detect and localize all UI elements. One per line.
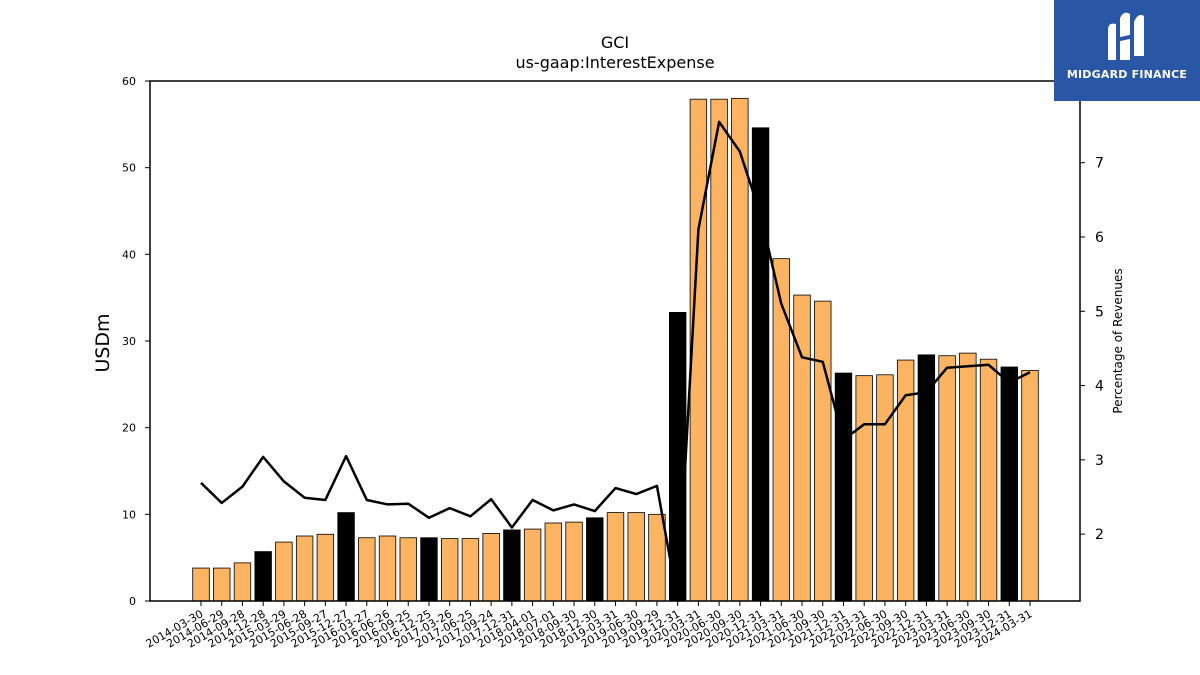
bar xyxy=(254,551,272,602)
y-tick-label: 60 xyxy=(122,75,136,88)
bar xyxy=(938,355,956,602)
bar xyxy=(503,529,521,602)
y2-tick-label: 3 xyxy=(1095,453,1104,469)
bar xyxy=(834,372,853,602)
bar xyxy=(358,537,376,602)
chart-title: GCI xyxy=(601,33,629,52)
bar xyxy=(959,352,977,602)
bar xyxy=(461,538,480,602)
bar xyxy=(213,567,231,602)
y-axis-label: USDm xyxy=(92,313,114,372)
bar xyxy=(441,538,459,602)
brand-logo: MIDGARD FINANCE xyxy=(1054,0,1200,101)
bar xyxy=(565,521,583,602)
y2-tick-label: 7 xyxy=(1095,156,1104,172)
bar xyxy=(648,513,666,602)
bar xyxy=(378,535,397,602)
bar xyxy=(316,533,335,602)
y2-tick-label: 5 xyxy=(1095,304,1104,320)
bar xyxy=(979,358,998,602)
y-tick-label: 20 xyxy=(122,422,136,435)
bar xyxy=(710,98,728,602)
bar xyxy=(668,311,687,602)
y-tick-label: 10 xyxy=(122,508,136,521)
logo-text: MIDGARD FINANCE xyxy=(1066,68,1188,81)
y2-tick-label: 4 xyxy=(1095,379,1104,395)
bar xyxy=(399,537,417,602)
bar xyxy=(192,567,210,602)
bar xyxy=(586,517,604,602)
y-tick-label: 50 xyxy=(122,162,136,175)
bar xyxy=(482,533,500,602)
bar xyxy=(814,300,832,602)
bar xyxy=(275,541,293,602)
y-tick-label: 30 xyxy=(122,335,136,348)
y-tick-label: 40 xyxy=(122,248,136,261)
bar xyxy=(627,512,645,602)
bar xyxy=(772,258,790,602)
chart-subtitle: us-gaap:InterestExpense xyxy=(515,53,714,72)
y2-tick-label: 2 xyxy=(1095,527,1104,543)
bar xyxy=(606,512,625,602)
bar xyxy=(523,528,542,602)
y2-tick-label: 6 xyxy=(1095,230,1104,246)
bar xyxy=(855,375,873,602)
bar xyxy=(1000,366,1018,602)
bar xyxy=(295,535,314,602)
line-series xyxy=(200,120,1031,603)
y2-axis-label: Percentage of Revenues xyxy=(1111,268,1125,413)
bar xyxy=(233,562,252,602)
y-tick-label: 0 xyxy=(129,595,136,608)
logo-mark-icon xyxy=(1108,12,1144,61)
bar xyxy=(337,512,355,602)
bar xyxy=(420,537,438,602)
bar xyxy=(544,522,563,602)
bar xyxy=(731,97,749,602)
bar xyxy=(1021,370,1039,602)
bar xyxy=(876,374,894,602)
